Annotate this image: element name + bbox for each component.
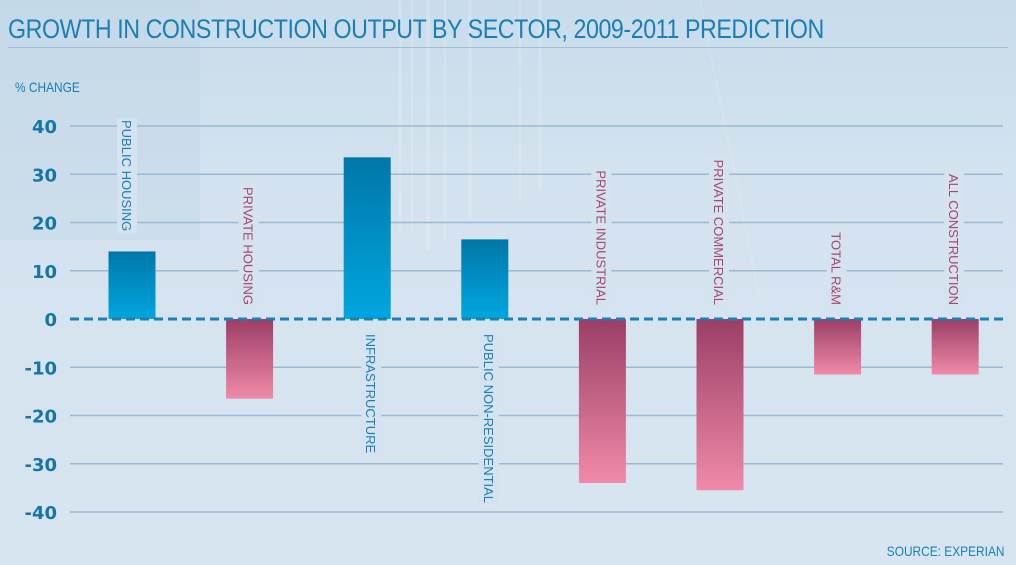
- title-divider: [8, 47, 1008, 48]
- bar-infrastructure: [343, 157, 391, 319]
- bar-private-housing: [226, 319, 274, 399]
- label-backdrop: [478, 332, 499, 506]
- bar-private-industrial: [578, 319, 626, 484]
- bar-total-r-m: [814, 319, 862, 375]
- bar-public-housing: [108, 251, 156, 319]
- category-label: PRIVATE COMMERCIAL: [711, 160, 726, 305]
- gridlines: [70, 125, 1003, 513]
- bar-all-construction: [931, 319, 979, 375]
- category-label: PUBLIC NON-RESIDENTIAL: [481, 334, 496, 503]
- label-backdrop: [117, 118, 137, 234]
- y-tick-label: -30: [24, 455, 57, 476]
- category-label: ALL CONSTRUCTION: [946, 174, 961, 305]
- label-backdrop: [591, 168, 612, 307]
- y-tick-label: 30: [32, 165, 57, 186]
- label-backdrop: [709, 157, 729, 307]
- category-label: PRIVATE HOUSING: [241, 187, 256, 305]
- category-label: INFRASTRUCTURE: [363, 334, 378, 453]
- category-labels: PUBLIC HOUSING PRIVATE HOUSING INFRASTRUCT…: [117, 118, 965, 506]
- label-backdrop: [826, 230, 847, 307]
- label-backdrop: [944, 172, 965, 307]
- y-axis-ticks: 40 30 20 10 0 -10 -20 -30 -40: [24, 117, 57, 524]
- y-tick-label: 10: [32, 262, 57, 283]
- y-axis-label: % CHANGE: [15, 79, 80, 95]
- y-tick-label: -20: [24, 407, 57, 428]
- y-tick-label: 20: [32, 214, 57, 235]
- bar-private-commercial: [696, 319, 744, 491]
- label-backdrop: [238, 185, 259, 307]
- source-note: SOURCE: EXPERIAN: [886, 543, 1004, 559]
- category-label: PUBLIC HOUSING: [119, 120, 134, 231]
- chart-title: GROWTH IN CONSTRUCTION OUTPUT BY SECTOR,…: [8, 14, 824, 44]
- bar-public-non-residential: [461, 239, 509, 319]
- category-label: TOTAL R&M: [829, 232, 844, 305]
- label-backdrop: [361, 332, 382, 456]
- category-label: PRIVATE INDUSTRIAL: [593, 170, 608, 305]
- bars: [108, 157, 979, 491]
- y-tick-label: 0: [44, 310, 57, 331]
- y-tick-label: 40: [32, 117, 57, 138]
- y-tick-label: -10: [24, 358, 57, 379]
- y-tick-label: -40: [24, 503, 57, 524]
